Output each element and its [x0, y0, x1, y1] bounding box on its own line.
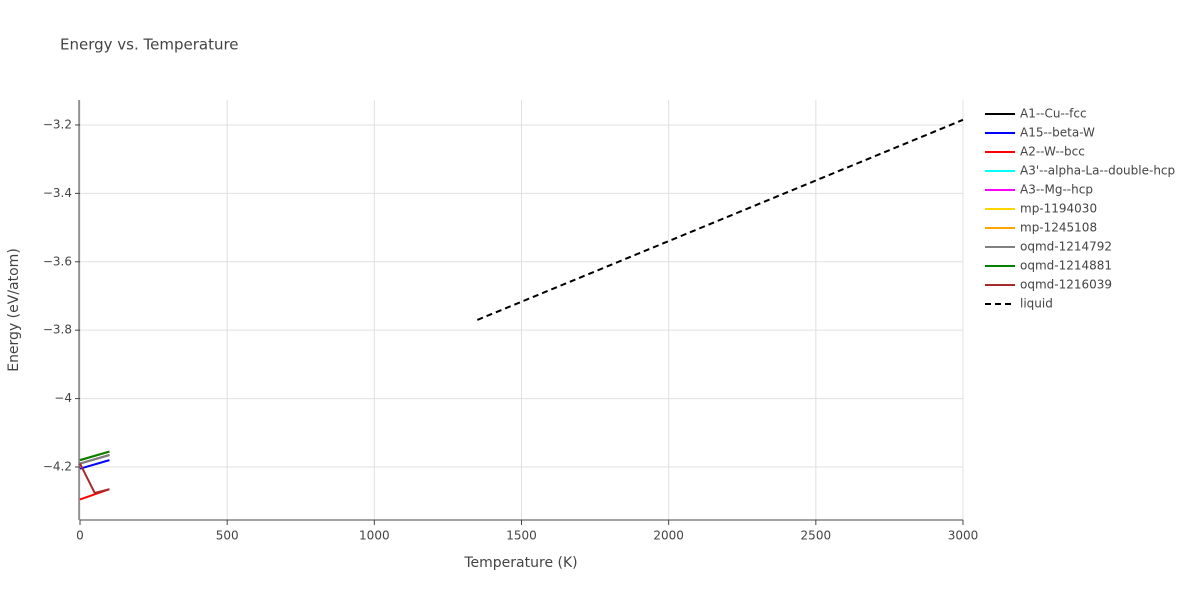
- x-tick-label: 500: [216, 529, 239, 543]
- x-tick-label: 2000: [653, 529, 684, 543]
- y-tick-label: −3.2: [43, 117, 72, 131]
- legend-label: A2--W--bcc: [1020, 145, 1085, 159]
- series-line: [79, 454, 110, 465]
- legend-label: mp-1194030: [1020, 202, 1097, 216]
- y-axis-title: Energy (eV/atom): [6, 248, 22, 372]
- x-tick-label: 1000: [359, 529, 390, 543]
- y-tick-label: −4.2: [43, 459, 72, 473]
- legend-label: oqmd-1214792: [1020, 240, 1112, 254]
- legend-label: oqmd-1216039: [1020, 278, 1112, 292]
- x-tick-label: 2500: [801, 529, 832, 543]
- x-tick-label: 3000: [948, 529, 979, 543]
- legend-label: liquid: [1020, 297, 1053, 311]
- y-tick-label: −3.4: [43, 186, 72, 200]
- chart-title: Energy vs. Temperature: [60, 36, 239, 54]
- legend-label: mp-1245108: [1020, 221, 1097, 235]
- y-tick-label: −3.8: [43, 323, 72, 337]
- y-tick-label: −4: [54, 391, 72, 405]
- x-tick-label: 1500: [506, 529, 537, 543]
- legend-label: A3--Mg--hcp: [1020, 183, 1093, 197]
- series-line: [79, 450, 110, 462]
- legend-label: A3'--alpha-La--double-hcp: [1020, 164, 1175, 178]
- legend-label: A15--beta-W: [1020, 126, 1095, 140]
- series-line: [79, 459, 110, 470]
- legend-label: oqmd-1214881: [1020, 259, 1112, 273]
- series-line: [79, 463, 110, 495]
- legend-label: A1--Cu--fcc: [1020, 107, 1087, 121]
- series-line: [476, 118, 964, 321]
- x-axis-title: Temperature (K): [463, 555, 577, 571]
- y-tick-label: −3.6: [43, 254, 72, 268]
- x-tick-label: 0: [76, 529, 84, 543]
